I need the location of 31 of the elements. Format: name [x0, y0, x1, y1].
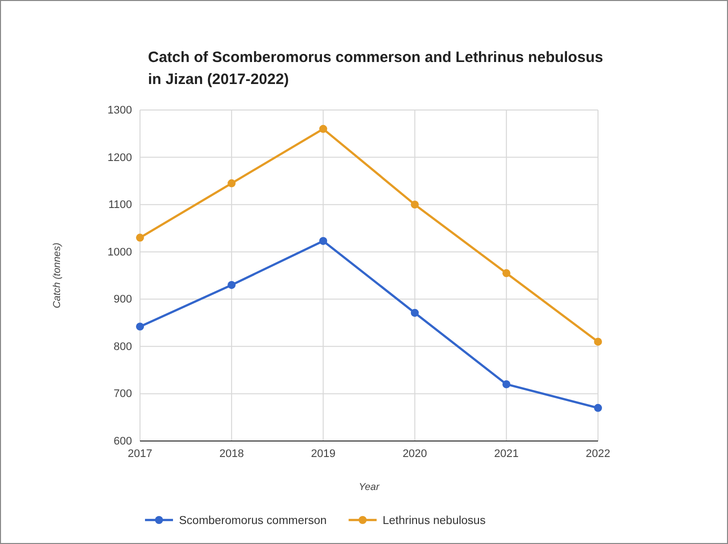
chart-title: Catch of Scomberomorus commerson and Lethrinus nebulosus in Jizan (2017-2022) [148, 49, 604, 88]
x-axis-title: Year [358, 482, 380, 493]
point [228, 280, 236, 289]
y-tick-label: 1100 [108, 199, 132, 212]
x-tick-label: 2021 [494, 448, 519, 460]
point [502, 269, 510, 278]
x-tick-label: 2018 [219, 448, 244, 460]
point [136, 322, 144, 331]
point [228, 179, 236, 188]
y-axis-title: Catch (tonnes) [52, 242, 63, 308]
x-tick-label: 2019 [310, 448, 336, 460]
point [319, 124, 328, 133]
legend-label: Lethrinus nebulosus [382, 515, 486, 527]
x-tick-label: 2017 [128, 448, 152, 460]
x-tick-label: 2020 [402, 448, 428, 460]
legend-label: Scomberomorus commerson [179, 515, 327, 527]
point [319, 237, 328, 245]
point [410, 308, 419, 317]
y-tick-label: 600 [114, 436, 132, 448]
y-tick-label: 1300 [108, 104, 132, 117]
y-tick-label: 900 [114, 294, 132, 306]
y-tick-label: 700 [114, 388, 132, 400]
x-tick-label: 2022 [586, 448, 610, 460]
point [502, 380, 510, 388]
y-tick-label: 1200 [108, 152, 132, 164]
y-tick-label: 800 [114, 340, 132, 353]
y-tick-label: 1000 [108, 246, 132, 258]
point [594, 338, 602, 346]
point [136, 234, 144, 242]
point [594, 404, 602, 412]
point [410, 200, 419, 209]
